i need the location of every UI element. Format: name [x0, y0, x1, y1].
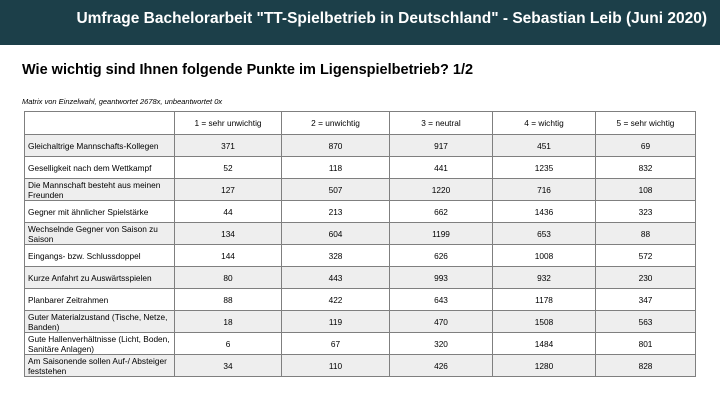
- column-header-4: 4 = wichtig: [492, 111, 596, 135]
- table-row: Am Saisonende sollen Auf-/ Absteiger fes…: [24, 354, 696, 377]
- row-label: Gute Hallenverhältnisse (Licht, Boden, S…: [24, 332, 175, 355]
- table-cell: 870: [281, 134, 390, 157]
- row-label: Am Saisonende sollen Auf-/ Absteiger fes…: [24, 354, 175, 377]
- table-row: Gegner mit ähnlicher Spielstärke 44 213 662…: [24, 200, 696, 223]
- table-cell: 323: [595, 200, 696, 223]
- table-cell: 110: [281, 354, 390, 377]
- response-meta: Matrix von Einzelwahl, geantwortet 2678x…: [22, 97, 223, 106]
- table-cell: 127: [174, 178, 282, 201]
- table-row: Kurze Anfahrt zu Auswärtsspielen 80 443 993…: [24, 266, 696, 289]
- table-cell: 1484: [492, 332, 596, 355]
- table-header-row: 1 = sehr unwichtig 2 = unwichtig 3 = neu…: [24, 111, 696, 135]
- table-cell: 1280: [492, 354, 596, 377]
- table-cell: 422: [281, 288, 390, 311]
- table-cell: 1508: [492, 310, 596, 333]
- table-row: Eingangs- bzw. Schlussdoppel 144 328 626 100…: [24, 244, 696, 267]
- table-cell: 932: [492, 266, 596, 289]
- table-cell: 230: [595, 266, 696, 289]
- table-cell: 1199: [389, 222, 493, 245]
- table-cell: 88: [174, 288, 282, 311]
- row-label: Wechselnde Gegner von Saison zu Saison: [24, 222, 175, 245]
- question-heading: Wie wichtig sind Ihnen folgende Punkte i…: [22, 62, 474, 78]
- table-cell: 213: [281, 200, 390, 223]
- table-cell: 44: [174, 200, 282, 223]
- column-header-item: [24, 111, 175, 135]
- table-cell: 604: [281, 222, 390, 245]
- title-bar: Umfrage Bachelorarbeit "TT-Spielbetrieb …: [0, 0, 720, 45]
- table-cell: 347: [595, 288, 696, 311]
- table-cell: 88: [595, 222, 696, 245]
- table-cell: 1436: [492, 200, 596, 223]
- table-cell: 144: [174, 244, 282, 267]
- table-cell: 507: [281, 178, 390, 201]
- table-body: Gleichaltrige Mannschafts-Kollegen 371 870…: [24, 134, 696, 377]
- table-cell: 993: [389, 266, 493, 289]
- row-label: Planbarer Zeitrahmen: [24, 288, 175, 311]
- table-cell: 716: [492, 178, 596, 201]
- row-label: Guter Materialzustand (Tische, Netze, Ba…: [24, 310, 175, 333]
- table-cell: 119: [281, 310, 390, 333]
- table-row: Die Mannschaft besteht aus meinen Freund…: [24, 178, 696, 201]
- table-cell: 34: [174, 354, 282, 377]
- table-cell: 80: [174, 266, 282, 289]
- table-cell: 371: [174, 134, 282, 157]
- table-cell: 643: [389, 288, 493, 311]
- table-row: Geselligkeit nach dem Wettkampf 52 118 441 1…: [24, 156, 696, 179]
- row-label: Die Mannschaft besteht aus meinen Freund…: [24, 178, 175, 201]
- table-cell: 69: [595, 134, 696, 157]
- table-cell: 653: [492, 222, 596, 245]
- table-cell: 662: [389, 200, 493, 223]
- table-cell: 1220: [389, 178, 493, 201]
- row-label: Eingangs- bzw. Schlussdoppel: [24, 244, 175, 267]
- table-cell: 801: [595, 332, 696, 355]
- table-cell: 18: [174, 310, 282, 333]
- row-label: Gegner mit ähnlicher Spielstärke: [24, 200, 175, 223]
- table-cell: 832: [595, 156, 696, 179]
- table-cell: 470: [389, 310, 493, 333]
- table-cell: 451: [492, 134, 596, 157]
- table-cell: 917: [389, 134, 493, 157]
- table-cell: 563: [595, 310, 696, 333]
- presentation-title: Umfrage Bachelorarbeit "TT-Spielbetrieb …: [76, 10, 707, 27]
- table-cell: 1008: [492, 244, 596, 267]
- table-row: Planbarer Zeitrahmen 88 422 643 1178 347: [24, 288, 696, 311]
- column-header-2: 2 = unwichtig: [281, 111, 390, 135]
- table-cell: 441: [389, 156, 493, 179]
- row-label: Kurze Anfahrt zu Auswärtsspielen: [24, 266, 175, 289]
- table-cell: 134: [174, 222, 282, 245]
- table-row: Gleichaltrige Mannschafts-Kollegen 371 870…: [24, 134, 696, 157]
- table-cell: 1235: [492, 156, 596, 179]
- table-cell: 426: [389, 354, 493, 377]
- table-cell: 52: [174, 156, 282, 179]
- column-header-3: 3 = neutral: [389, 111, 493, 135]
- table-row: Gute Hallenverhältnisse (Licht, Boden, S…: [24, 332, 696, 355]
- table-cell: 320: [389, 332, 493, 355]
- column-header-1: 1 = sehr unwichtig: [174, 111, 282, 135]
- table-cell: 572: [595, 244, 696, 267]
- column-header-5: 5 = sehr wichtig: [595, 111, 696, 135]
- table-cell: 67: [281, 332, 390, 355]
- table-cell: 118: [281, 156, 390, 179]
- table-cell: 1178: [492, 288, 596, 311]
- table-cell: 108: [595, 178, 696, 201]
- table-cell: 828: [595, 354, 696, 377]
- table-row: Wechselnde Gegner von Saison zu Saison 13…: [24, 222, 696, 245]
- table-row: Guter Materialzustand (Tische, Netze, Ba…: [24, 310, 696, 333]
- table-cell: 328: [281, 244, 390, 267]
- results-table: 1 = sehr unwichtig 2 = unwichtig 3 = neu…: [24, 111, 696, 377]
- row-label: Gleichaltrige Mannschafts-Kollegen: [24, 134, 175, 157]
- table-cell: 6: [174, 332, 282, 355]
- table-cell: 443: [281, 266, 390, 289]
- table-cell: 626: [389, 244, 493, 267]
- row-label: Geselligkeit nach dem Wettkampf: [24, 156, 175, 179]
